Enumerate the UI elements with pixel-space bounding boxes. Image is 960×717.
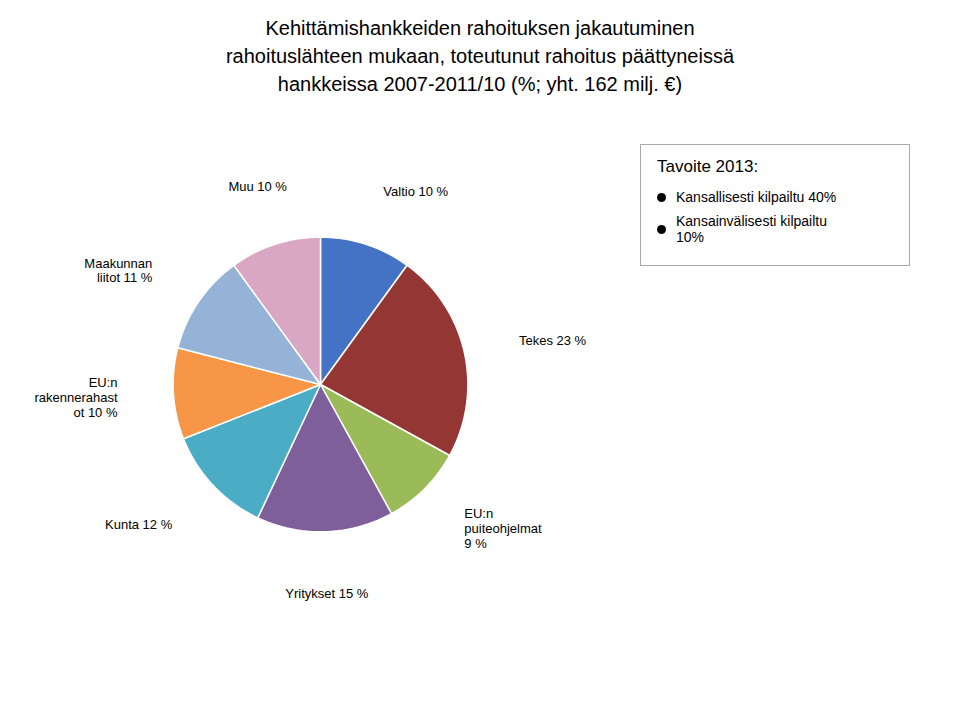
html-text:Tavoite 2013:: Tavoite 2013:: [657, 157, 759, 176]
svg-text:Valtio 10 %: Valtio 10 %: [383, 184, 448, 199]
html-text:Kansainvälisesti kilpailtu 10%: Kansainvälisesti kilpailtu 10%: [676, 213, 827, 245]
svg-text:Tekes 23 %: Tekes 23 %: [519, 333, 587, 348]
svg-text:EU:nrakennerahastot 10 %: EU:nrakennerahastot 10 %: [34, 375, 118, 420]
html-text:Kehittämishankkeiden rahoituks: Kehittämishankkeiden rahoituksen jakautu…: [225, 17, 735, 95]
html-text:Kansallisesti kilpailtu 40%: Kansallisesti kilpailtu 40%: [676, 189, 837, 205]
svg-text:Kunta 12 %: Kunta 12 %: [105, 516, 173, 531]
svg-text:Maakunnanliitot 11 %: Maakunnanliitot 11 %: [84, 255, 152, 285]
svg-text:Muu 10 %: Muu 10 %: [228, 179, 287, 194]
svg-text:EU:npuiteohjelmat9 %: EU:npuiteohjelmat9 %: [464, 506, 542, 551]
svg-text:Yritykset 15 %: Yritykset 15 %: [285, 586, 369, 601]
